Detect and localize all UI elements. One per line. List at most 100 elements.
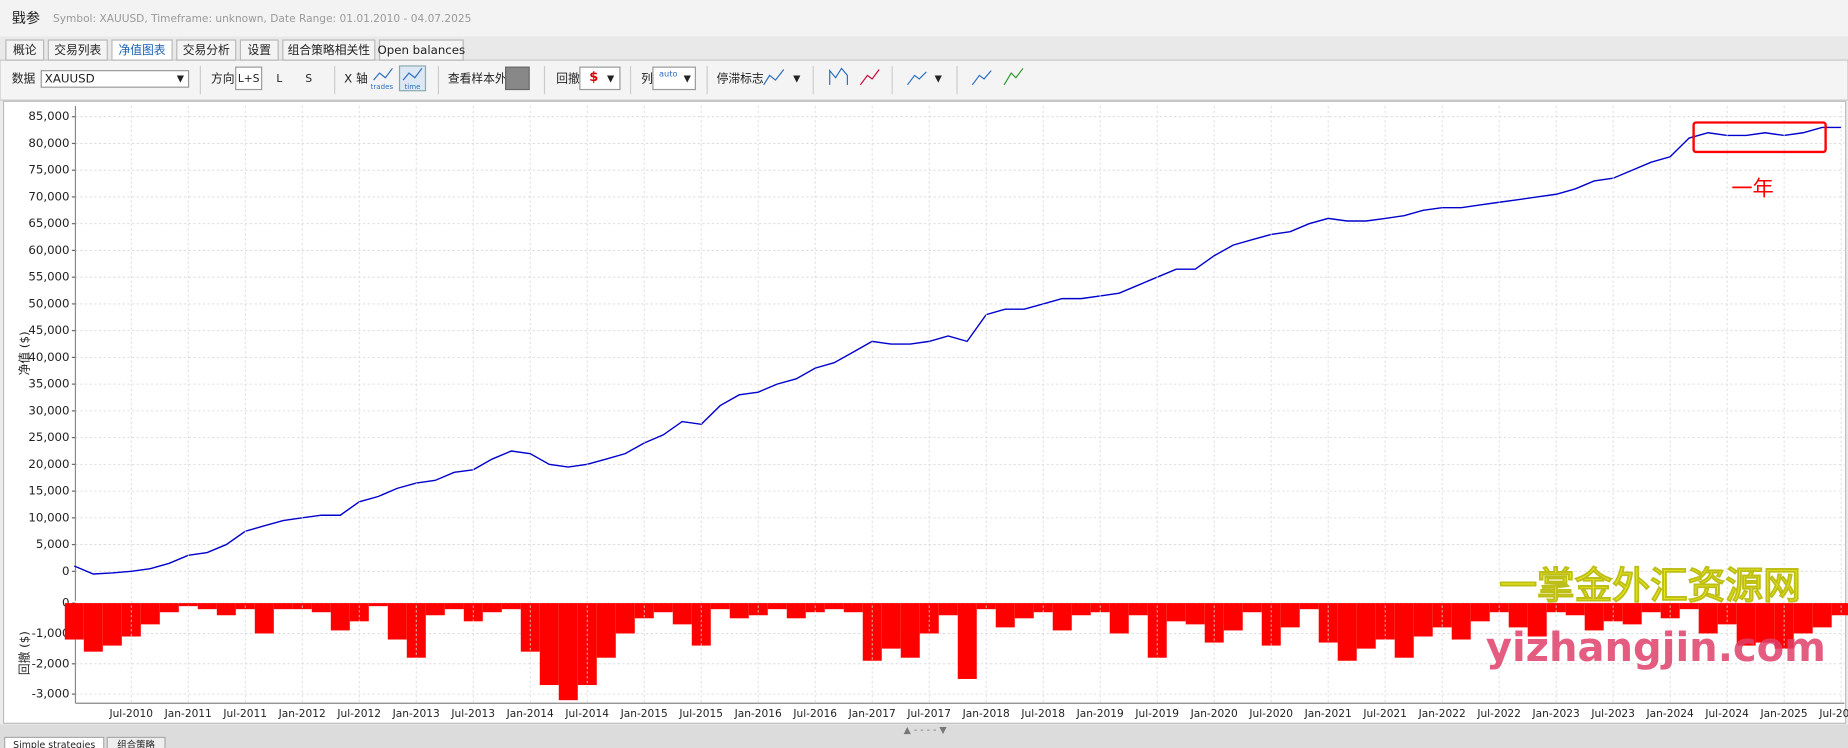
bottom-tab-label[interactable]: Simple strategies	[13, 740, 95, 748]
y-tick-label: -1,000	[32, 626, 70, 640]
x-tick-label: Jul-2018	[1020, 708, 1065, 720]
tab-label[interactable]: 设置	[248, 43, 272, 57]
drawdown-bar	[1717, 603, 1737, 625]
chart-icon[interactable]	[859, 69, 880, 86]
tab-label[interactable]: Open balances	[378, 43, 466, 57]
x-mode[interactable]: time	[405, 82, 421, 91]
y-tick-label: 25,000	[28, 430, 69, 444]
y-tick-label: 55,000	[28, 270, 69, 284]
drawdown-bar	[900, 603, 920, 658]
drawdown-bar	[159, 603, 179, 613]
drawdown-bar	[216, 603, 236, 616]
drawdown-bar	[729, 603, 749, 619]
tab-label[interactable]: 净值图表	[118, 43, 165, 57]
x-tick-label: Jul-2015	[678, 708, 723, 720]
drawdown-bar	[1014, 603, 1034, 619]
drawdown-bar	[140, 603, 160, 625]
drawdown-bar	[1413, 603, 1433, 637]
direction-option[interactable]: L	[276, 73, 282, 85]
y-tick-label: 0	[62, 564, 70, 578]
dropdown-arrow: ▼	[935, 73, 943, 84]
splitter[interactable]: ▲ - - - - ▼	[904, 725, 948, 736]
drawdown-bar	[501, 603, 521, 610]
tab[interactable]	[378, 39, 464, 61]
y-axis-title: 回撤 ($)	[17, 631, 31, 675]
drawdown-bar	[1280, 603, 1300, 628]
drawdown-select[interactable]	[579, 66, 621, 91]
drawdown-icon: $	[589, 70, 598, 85]
x-tick-label: Jul-2022	[1476, 708, 1521, 720]
y-tick-label: 20,000	[28, 457, 69, 471]
chart-icon[interactable]	[971, 70, 992, 86]
drawdown-bar	[1698, 603, 1718, 634]
chart-icon[interactable]	[907, 71, 927, 86]
x-tick-label: Jan-2014	[506, 708, 554, 720]
direction-option[interactable]: S	[305, 73, 312, 85]
bottom-tab-label[interactable]: 组合策略	[117, 739, 155, 748]
tab[interactable]	[111, 39, 173, 61]
drawdown-bar	[672, 603, 692, 625]
x-tick-label: Jan-2013	[392, 708, 440, 720]
tab[interactable]	[47, 39, 108, 61]
direction-label: 方向	[211, 71, 235, 85]
y-tick-label: 30,000	[28, 403, 69, 417]
x-tick-label: Jan-2016	[734, 708, 782, 720]
bottom-bar	[0, 724, 1848, 748]
tab-label[interactable]: 交易列表	[54, 43, 101, 57]
x-tick-label: Jan-2018	[962, 708, 1010, 720]
chart-icon[interactable]	[829, 67, 848, 85]
x-axis-label: X 轴	[344, 71, 368, 85]
drawdown-bar	[444, 603, 464, 610]
tab[interactable]	[5, 39, 45, 61]
direction-option[interactable]: L+S	[238, 73, 260, 85]
direction-selected[interactable]	[235, 66, 263, 91]
highlight-box	[1692, 121, 1827, 154]
drawdown-bar	[368, 603, 388, 607]
drawdown-bar	[1584, 603, 1604, 631]
drawdown-bar	[615, 603, 635, 634]
tab-label[interactable]: 交易分析	[183, 43, 230, 57]
drawdown-bar	[824, 603, 844, 610]
chart-icon[interactable]	[1003, 67, 1024, 86]
x-tick-label: Jul-2011	[222, 708, 267, 720]
drawdown-bar	[1508, 603, 1528, 628]
y-tick-label: 80,000	[28, 136, 69, 150]
tab-label[interactable]: 组合策略相关性	[288, 43, 371, 57]
x-tick-label: Jan-2023	[1532, 708, 1580, 720]
x-tick-label: Jan-2012	[278, 708, 326, 720]
tab[interactable]	[176, 39, 237, 61]
stagnation-label: 停滞标志	[717, 71, 764, 85]
x-tick-label: Jul-2013	[450, 708, 495, 720]
column-select[interactable]	[652, 66, 696, 91]
dropdown-arrow: ▼	[607, 73, 615, 84]
x-tick-label: Jul-2017	[906, 708, 951, 720]
tab[interactable]	[239, 39, 279, 61]
tab-label[interactable]: 概论	[13, 43, 37, 57]
annotation: 一年	[1731, 176, 1773, 201]
drawdown-bar	[1242, 603, 1262, 613]
y-tick-label: 15,000	[28, 484, 69, 498]
symbol-select[interactable]	[40, 70, 190, 88]
y-tick-label: 0	[62, 596, 70, 610]
x-tick-label: Jan-2017	[848, 708, 896, 720]
drawdown-bar	[1394, 603, 1414, 658]
bottom-tab[interactable]	[106, 736, 166, 748]
drawdown-bar	[1185, 603, 1205, 625]
x-tick-label: Jan-2015	[620, 708, 668, 720]
tab[interactable]	[282, 39, 376, 61]
window-title: 戥参	[12, 10, 40, 27]
x-tick-label: Jan-2025	[1760, 708, 1808, 720]
drawdown-bar	[1204, 603, 1224, 643]
oos-toggle[interactable]	[505, 66, 530, 91]
x-tick-label: Jul-2019	[1134, 708, 1179, 720]
data-label: 数据	[12, 71, 36, 85]
x-mode[interactable]: trades	[371, 82, 394, 91]
stagnation-icon[interactable]	[763, 69, 785, 86]
drawdown-bar	[1812, 603, 1832, 628]
drawdown-bar	[1356, 603, 1376, 649]
bottom-tab[interactable]	[4, 736, 105, 748]
time-icon	[402, 67, 423, 81]
trades-icon[interactable]	[373, 67, 393, 81]
dropdown-arrow: ▼	[793, 73, 801, 84]
